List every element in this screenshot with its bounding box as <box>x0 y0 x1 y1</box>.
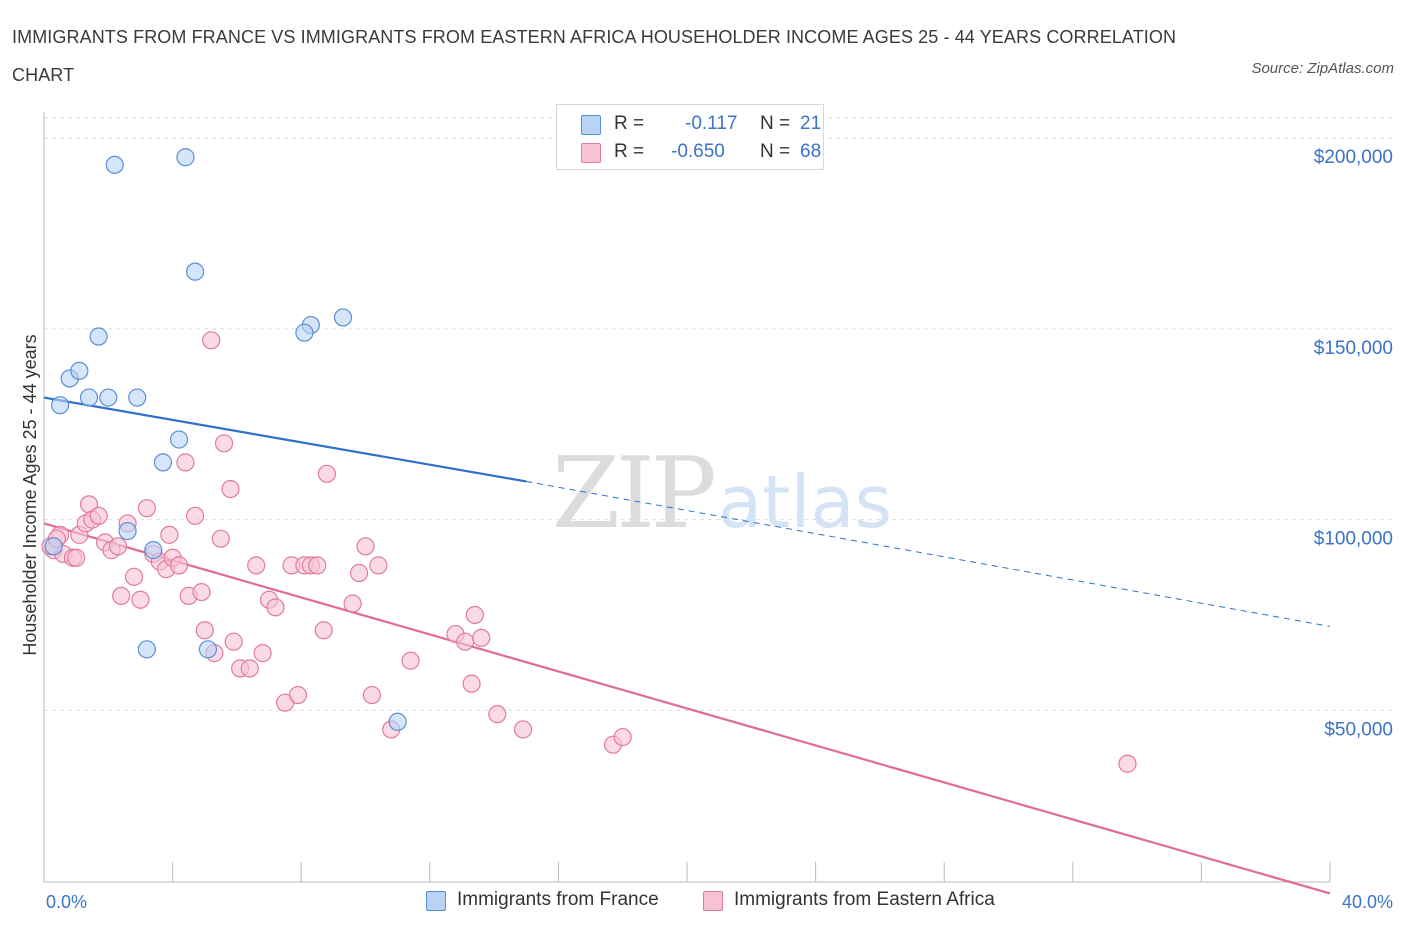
x-tick-label-max: 40.0% <box>1342 892 1393 912</box>
point-eastern-africa <box>1118 754 1137 773</box>
point-eastern-africa <box>314 621 333 640</box>
watermark: ZIP atlas <box>552 437 892 551</box>
point-eastern-africa <box>131 590 150 609</box>
point-eastern-africa <box>240 659 259 678</box>
points-france <box>44 148 407 731</box>
legend-r-label: R = <box>614 141 645 162</box>
point-eastern-africa <box>169 556 189 575</box>
legend-n-label: N = <box>760 141 791 162</box>
point-france <box>137 640 156 659</box>
point-eastern-africa <box>362 685 382 705</box>
trend-line-france-extension <box>526 480 1331 627</box>
legend-n-value: 68 <box>800 141 822 162</box>
series-name-eastern-africa: Immigrants from Eastern Africa <box>734 889 995 910</box>
correlation-legend: R = -0.117 N = 21 R = -0.650 N = 68 <box>556 104 824 170</box>
chart-title: IMMIGRANTS FROM FRANCE VS IMMIGRANTS FRO… <box>12 27 1177 85</box>
point-france <box>50 396 70 415</box>
point-france <box>388 712 407 731</box>
point-eastern-africa <box>112 586 131 606</box>
point-eastern-africa <box>108 537 128 556</box>
point-eastern-africa <box>221 479 240 499</box>
point-eastern-africa <box>176 453 195 472</box>
point-france <box>128 388 147 407</box>
point-france <box>70 361 89 380</box>
point-eastern-africa <box>124 567 144 586</box>
series-swatch-eastern-africa <box>703 891 723 911</box>
y-tick-labels: $50,000 $100,000 $150,000 $200,000 <box>1314 147 1393 740</box>
point-eastern-africa <box>369 556 388 575</box>
point-eastern-africa <box>214 434 234 453</box>
point-eastern-africa <box>513 720 533 739</box>
point-eastern-africa <box>465 605 484 625</box>
y-tick-label: $150,000 <box>1314 338 1393 359</box>
point-eastern-africa <box>160 525 179 544</box>
point-eastern-africa <box>343 594 362 613</box>
y-axis-title: Householder Income Ages 25 - 44 years <box>20 334 40 655</box>
point-eastern-africa <box>356 537 375 556</box>
point-eastern-africa <box>192 582 211 602</box>
point-eastern-africa <box>456 632 475 651</box>
watermark-zip: ZIP <box>552 437 714 551</box>
legend-r-value: -0.650 <box>671 141 725 162</box>
point-eastern-africa <box>89 506 108 525</box>
point-france <box>333 308 353 327</box>
point-france <box>169 430 189 449</box>
point-eastern-africa <box>211 529 230 548</box>
series-swatch-france <box>426 891 446 911</box>
point-eastern-africa <box>137 499 156 518</box>
legend-swatch-eastern-africa <box>581 143 601 163</box>
point-france <box>89 327 108 346</box>
y-tick-label: $50,000 <box>1324 719 1393 740</box>
point-eastern-africa <box>253 644 272 663</box>
point-eastern-africa <box>202 331 221 350</box>
point-eastern-africa <box>472 628 491 647</box>
legend-n-value: 21 <box>800 113 822 134</box>
legend-n-label: N = <box>760 113 791 134</box>
point-france <box>44 537 63 556</box>
point-eastern-africa <box>266 598 285 617</box>
points-eastern-africa <box>41 331 1137 773</box>
axes <box>43 111 1331 883</box>
point-eastern-africa <box>349 563 369 583</box>
point-eastern-africa <box>67 548 86 567</box>
x-tick-labels: 0.0% 40.0% <box>46 892 1393 912</box>
point-eastern-africa <box>186 506 205 525</box>
point-eastern-africa <box>288 685 308 705</box>
point-france <box>295 323 314 342</box>
legend-r-label: R = <box>614 113 645 134</box>
gridlines <box>44 117 1392 711</box>
trend-line-eastern-africa <box>43 522 1331 895</box>
point-france <box>198 640 218 659</box>
point-france <box>99 388 118 407</box>
trend-lines <box>43 396 1331 895</box>
point-eastern-africa <box>613 727 632 747</box>
point-france <box>153 453 173 472</box>
y-tick-label: $100,000 <box>1314 529 1393 550</box>
point-eastern-africa <box>462 674 481 693</box>
source-label: Source: ZipAtlas.com <box>1251 60 1394 77</box>
x-tick-label-min: 0.0% <box>46 892 87 912</box>
point-france <box>118 521 137 541</box>
point-france <box>105 155 124 174</box>
point-eastern-africa <box>401 651 420 670</box>
y-tick-label: $200,000 <box>1314 147 1393 168</box>
legend-r-value: -0.117 <box>685 113 738 134</box>
point-eastern-africa <box>308 556 327 575</box>
point-eastern-africa <box>488 705 507 724</box>
trend-line-france <box>43 396 527 483</box>
watermark-atlas: atlas <box>718 460 892 544</box>
legend-swatch-france <box>581 115 601 135</box>
point-france <box>79 388 99 407</box>
point-eastern-africa <box>224 632 243 651</box>
series-name-france: Immigrants from France <box>457 889 659 910</box>
point-france <box>176 148 195 167</box>
point-france <box>186 262 205 281</box>
point-eastern-africa <box>247 556 266 575</box>
point-eastern-africa <box>317 464 337 483</box>
point-france <box>144 541 163 560</box>
point-eastern-africa <box>195 621 214 640</box>
